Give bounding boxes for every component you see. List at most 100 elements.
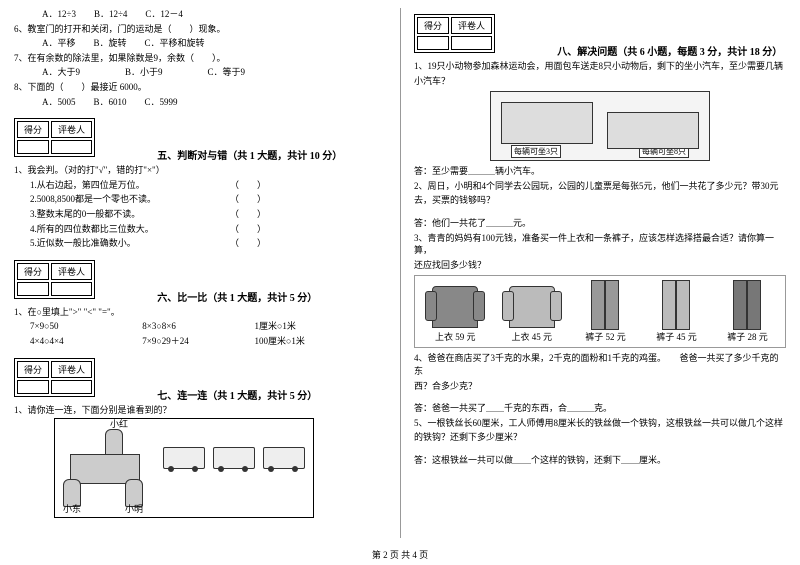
cl3-label: 裤子 52 元 [585,332,626,342]
score-h2: 评卷人 [451,17,492,34]
r-a4: 答：爸爸一共买了＿＿千克的东西，合＿＿＿克。 [414,402,786,415]
compare-row: 4×4○4×4 7×9○29＋24 100厘米○1米 [14,335,386,348]
q6-text: 6、教室门的打开和关闭，门的运动是（ ）现象。 [14,23,386,36]
caption-small-car: 每辆可坐3只 [511,145,561,158]
pants-icon [733,280,761,328]
bus-icon [213,447,255,469]
paren: （ ） [230,237,266,250]
score-blank [17,140,49,154]
q7-options: A．大于9 B．小于9 C．等于9 [14,66,386,79]
connect-image: 小红 小东 小明 [54,418,314,518]
column-divider [400,8,401,538]
q6-options: A．平移 B．旋转 C．平移和旋转 [14,37,386,50]
score-box-6: 得分评卷人 [14,260,95,299]
judge-item: 3.整数末尾的0一般都不读。 （ ） [14,208,386,221]
r-a1: 答：至少需要＿＿＿辆小汽车。 [414,165,786,178]
paren: （ ） [230,179,266,192]
left-column: A．12÷3 B．12÷4 C．12－4 6、教室门的打开和关闭，门的运动是（ … [0,0,400,540]
score-h2: 评卷人 [51,361,92,378]
score-h1: 得分 [17,121,49,138]
jacket-icon [432,286,478,328]
score-blank [51,140,92,154]
score-h1: 得分 [17,263,49,280]
spacer [414,446,786,452]
j4-text: 4.所有的四位数都比三位数大。 [30,224,154,234]
spacer [414,394,786,400]
q8-text: 8、下面的（ ）最接近 6000。 [14,81,386,94]
c2c: 100厘米○1米 [255,335,365,348]
kid-icon [105,429,123,457]
page-footer: 第 2 页 共 4 页 [0,548,800,561]
section-5-title: 五、判断对与错（共 1 大题，共计 10 分） [157,147,342,162]
score-box-7: 得分评卷人 [14,358,95,397]
r-q4a: 4、爸爸在商店买了3千克的水果，2千克的面粉和1千克的鸡蛋。 爸爸一共买了多少千… [414,352,786,377]
r-q5b: 的铁钩？还剩下多少厘米？ [414,431,786,444]
score-box-5: 得分评卷人 [14,118,95,157]
bus-icon [163,447,205,469]
clothes-row: 上衣 59 元 上衣 45 元 裤子 52 元 裤子 45 元 裤子 28 元 [414,275,786,348]
jacket-icon [509,286,555,328]
pants-icon [591,280,619,328]
c2b: 7×9○29＋24 [142,335,252,348]
section-8-title: 八、解决问题（共 6 小题，每题 3 分，共计 18 分） [557,43,782,58]
cl5-label: 裤子 28 元 [727,332,768,342]
j1-text: 1.从右边起，第四位是万位。 [30,180,145,190]
bus-icon [263,447,305,469]
r-q3b: 还应找回多少钱？ [414,259,786,272]
q7-text: 7、在有余数的除法里，如果除数是9，余数（ ）。 [14,52,386,65]
judge-item: 4.所有的四位数都比三位数大。 （ ） [14,223,386,236]
spacer [414,209,786,215]
judge-item: 2.5008,8500都是一个零也不读。 （ ） [14,193,386,206]
score-blank [51,380,92,394]
paren: （ ） [230,193,266,206]
section-7-title: 七、连一连（共 1 大题，共计 5 分） [157,387,317,402]
judge-intro: 1、我会判。（对的打"√"，错的打"×"） [14,164,386,177]
score-box-8: 得分评卷人 [414,14,495,53]
r-q1b: 小汽车？ [414,75,786,88]
right-column: 得分评卷人 八、解决问题（共 6 小题，每题 3 分，共计 18 分） 1、19… [400,0,800,540]
j2-text: 2.5008,8500都是一个零也不读。 [30,194,156,204]
r-q4b: 西？合多少克？ [414,380,786,393]
q8-options: A．5005 B．6010 C．5999 [14,96,386,109]
score-h1: 得分 [17,361,49,378]
label-xiaoming: 小明 [125,502,143,515]
q5-options: A．12÷3 B．12÷4 C．12－4 [14,8,386,21]
paren: （ ） [230,208,266,221]
c1c: 1厘米○1米 [255,320,365,333]
score-blank [17,380,49,394]
caption-bus: 每辆可坐8只 [639,145,689,158]
compare-row: 7×9○50 8×3○8×6 1厘米○1米 [14,320,386,333]
score-blank [51,282,92,296]
score-blank [451,36,492,50]
clothes-item: 裤子 28 元 [727,280,768,343]
clothes-item: 上衣 45 元 [509,286,555,343]
judge-item: 1.从右边起，第四位是万位。 （ ） [14,179,386,192]
bus-row [159,447,309,469]
r-q1a: 1、19只小动物参加森林运动会，用面包车送走8只小动物后，剩下的坐小汽车，至少需… [414,60,786,73]
r-a2: 答：他们一共花了＿＿＿元。 [414,217,786,230]
cl2-label: 上衣 45 元 [511,332,552,342]
j5-text: 5.近似数一般比准确数小。 [30,238,136,248]
r-q2a: 2、周日，小明和4个同学去公园玩，公园的儿童票是每张5元，他们一共花了多少元？带… [414,180,786,193]
cl1-label: 上衣 59 元 [435,332,476,342]
paren: （ ） [230,223,266,236]
q7-1-text: 1、请你连一连，下面分别是谁看到的？ [14,404,386,417]
animal-image: 每辆可坐3只 每辆可坐8只 [490,91,710,161]
score-h2: 评卷人 [51,263,92,280]
score-h2: 评卷人 [51,121,92,138]
clothes-item: 裤子 52 元 [585,280,626,343]
j3-text: 3.整数末尾的0一般都不读。 [30,209,140,219]
judge-item: 5.近似数一般比准确数小。 （ ） [14,237,386,250]
cl4-label: 裤子 45 元 [656,332,697,342]
section-6-title: 六、比一比（共 1 大题，共计 5 分） [157,289,317,304]
compare-intro: 1、在○里填上">" "<" "="。 [14,306,386,319]
score-h1: 得分 [417,17,449,34]
r-q2b: 去，买票的钱够吗？ [414,194,786,207]
r-q5a: 5、一根铁丝长60厘米，工人师傅用8厘米长的铁丝做一个铁钩，这根铁丝一共可以做几… [414,417,786,430]
c1b: 8×3○8×6 [142,320,252,333]
score-blank [417,36,449,50]
label-xiaodong: 小东 [63,502,81,515]
pants-icon [662,280,690,328]
c1a: 7×9○50 [30,320,140,333]
clothes-item: 上衣 59 元 [432,286,478,343]
